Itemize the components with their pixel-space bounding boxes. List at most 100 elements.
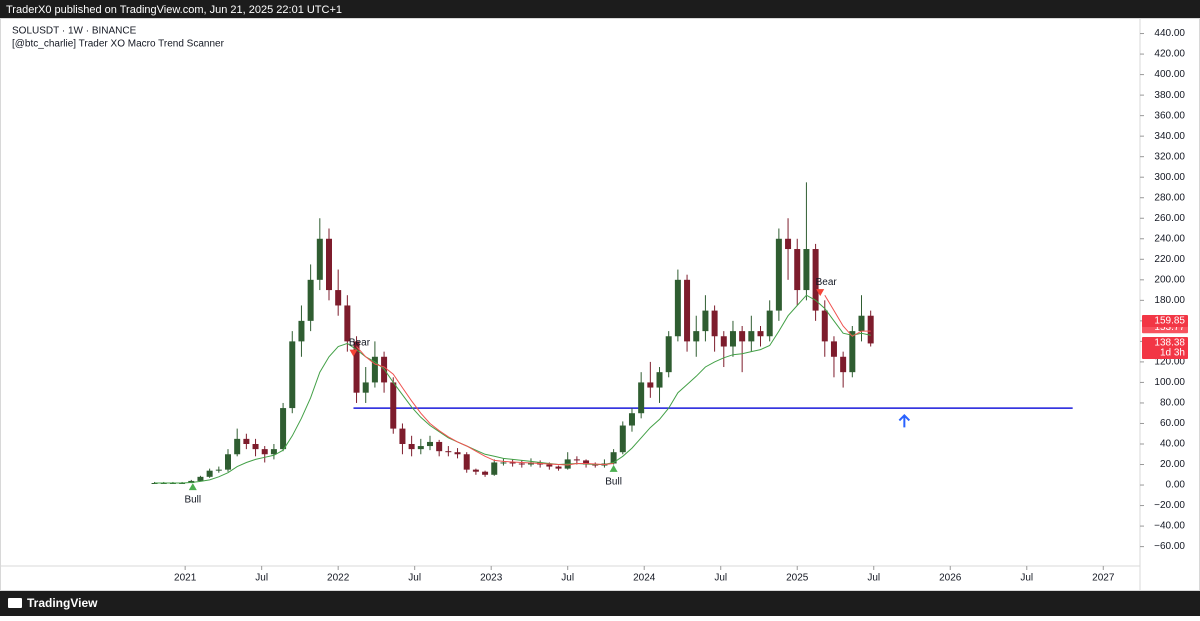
y-tick-label: 320.00	[1154, 151, 1185, 162]
x-tick-label: 2022	[327, 573, 350, 584]
candle-body	[426, 441, 433, 447]
candle-body	[592, 464, 599, 466]
candle-body	[353, 341, 360, 393]
candle-body	[849, 331, 856, 373]
candle-body	[628, 413, 635, 426]
y-tick-label: 400.00	[1154, 69, 1185, 80]
candle-body	[647, 382, 654, 388]
price-label-countdown: 1d 3h	[1160, 348, 1185, 359]
x-tick-label: 2021	[174, 573, 197, 584]
candle-body	[408, 443, 415, 450]
header-bar	[0, 0, 1200, 18]
candle-body	[812, 249, 819, 311]
candle-body	[739, 331, 746, 342]
candle-body	[518, 463, 525, 465]
y-tick-label: 380.00	[1154, 90, 1185, 101]
price-label: 159.85	[1154, 316, 1185, 327]
candle-body	[555, 466, 562, 469]
candle-body	[335, 290, 342, 306]
price-label-box	[1142, 315, 1188, 328]
candle-body	[280, 408, 287, 450]
candle-body	[720, 336, 727, 347]
x-tick-label: Jul	[408, 573, 421, 584]
y-tick-label: 20.00	[1160, 459, 1185, 470]
header-text: TraderX0 published on TradingView.com, J…	[6, 4, 342, 16]
price-label: 153.77	[1154, 322, 1185, 333]
y-tick-label: 360.00	[1154, 110, 1185, 121]
y-tick-label: −60.00	[1154, 541, 1185, 552]
y-tick-label: 420.00	[1154, 49, 1185, 60]
candle-body	[390, 382, 397, 429]
y-tick-label: 280.00	[1154, 192, 1185, 203]
candle-body	[610, 452, 617, 464]
y-tick-label: −20.00	[1154, 500, 1185, 511]
x-tick-label: Jul	[255, 573, 268, 584]
signal-marker	[349, 349, 358, 357]
x-tick-label: Jul	[714, 573, 727, 584]
candle-body	[252, 443, 259, 450]
signal-marker	[816, 289, 825, 297]
candle-body	[583, 460, 590, 465]
signal-label: Bull	[605, 477, 622, 488]
candle-body	[261, 449, 268, 455]
y-tick-label: 60.00	[1160, 418, 1185, 429]
candle-body	[197, 476, 204, 481]
candle-body	[371, 356, 378, 383]
candle-body	[693, 331, 700, 342]
signal-marker	[609, 464, 618, 472]
candle-body	[729, 331, 736, 347]
candle-body	[711, 310, 718, 337]
y-tick-label: 80.00	[1160, 398, 1185, 409]
candle-body	[748, 331, 755, 342]
candle-body	[206, 470, 213, 477]
trend-line	[154, 294, 871, 484]
candle-body	[215, 469, 222, 471]
candle-body	[399, 428, 406, 444]
x-tick-label: Jul	[867, 573, 880, 584]
candle-body	[445, 451, 452, 453]
x-tick-label: 2026	[939, 573, 962, 584]
candle-body	[794, 249, 801, 291]
y-tick-label: 240.00	[1154, 233, 1185, 244]
candle-body	[151, 482, 158, 484]
candle-body	[757, 331, 764, 337]
candle-body	[454, 452, 461, 455]
y-tick-label: 200.00	[1154, 274, 1185, 285]
candle-body	[234, 438, 241, 455]
candle-body	[509, 462, 516, 464]
candle-body	[482, 471, 489, 475]
candle-body	[665, 336, 672, 373]
signal-label: Bear	[349, 337, 371, 348]
candle-body	[803, 249, 810, 291]
candle-body	[785, 238, 792, 250]
x-tick-label: Jul	[1020, 573, 1033, 584]
candle-body	[307, 279, 314, 321]
candle-body	[674, 279, 681, 337]
y-tick-label: 120.00	[1154, 357, 1185, 368]
candle-body	[500, 462, 507, 464]
candle-body	[766, 310, 773, 337]
x-tick-label: 2027	[1092, 573, 1115, 584]
y-tick-label: 260.00	[1154, 213, 1185, 224]
candle-body	[289, 341, 296, 409]
price-label-box	[1142, 337, 1188, 360]
candle-body	[270, 449, 277, 455]
y-tick-label: 100.00	[1154, 377, 1185, 388]
candle-body	[362, 382, 369, 393]
candle-body	[316, 238, 323, 280]
candle-body	[472, 469, 479, 472]
candle-body	[225, 454, 231, 470]
x-tick-label: 2023	[480, 573, 503, 584]
candle-body	[188, 480, 195, 483]
candle-body	[619, 425, 626, 453]
signal-label: Bull	[184, 495, 201, 506]
candle-body	[573, 459, 580, 461]
chart-frame	[0, 18, 1200, 591]
price-label: 138.38	[1154, 338, 1185, 349]
x-tick-label: Jul	[561, 573, 574, 584]
brand-text: TradingView	[27, 596, 98, 610]
candle-body	[546, 464, 553, 467]
candle-body	[491, 462, 498, 475]
y-tick-label: 180.00	[1154, 295, 1185, 306]
